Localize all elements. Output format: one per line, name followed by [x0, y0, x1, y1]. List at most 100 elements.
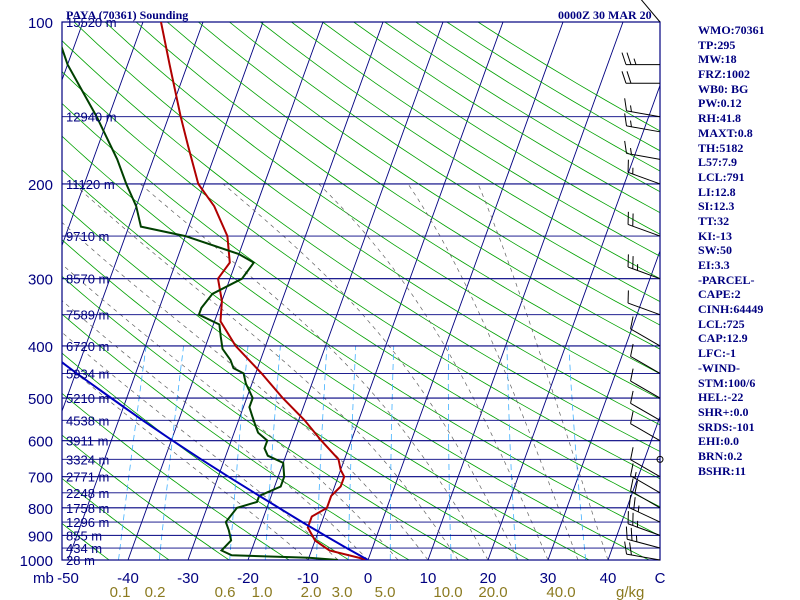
wind-barb: [640, 0, 661, 23]
index-item: KI:-13: [698, 228, 732, 243]
pressure-tick-label: 900: [28, 528, 53, 545]
index-item: -PARCEL-: [698, 272, 755, 287]
mixing-ratio-tick-label: 3.0: [332, 584, 353, 600]
temperature-tick-label: 10: [420, 570, 437, 587]
index-item: CINH:64449: [698, 302, 764, 317]
mixing-ratio-tick-label: 1.0: [252, 584, 273, 600]
isotherm-line: [427, 22, 624, 560]
wind-barb-staff: [627, 223, 661, 237]
parcel-profile-line: [62, 361, 369, 560]
wind-barb: [630, 411, 661, 442]
wind-barb-staff: [630, 423, 661, 442]
dry-adiabat-line: [104, 22, 660, 400]
wind-barb-half-flag: [630, 105, 632, 112]
pressure-tick-label: 500: [28, 391, 53, 408]
index-item: SRDS:-101: [698, 419, 755, 434]
wind-barb-staff: [628, 507, 661, 523]
wind-barb: [627, 254, 661, 280]
pressure-tick-label: 400: [28, 339, 53, 356]
wind-barb: [627, 290, 661, 316]
index-item: LCL:791: [698, 169, 745, 184]
pressure-tick-label: 800: [28, 501, 53, 518]
wind-barb: [630, 316, 661, 347]
height-label: 15520 m: [66, 15, 117, 30]
pressure-tick-label: 300: [28, 272, 53, 289]
temperature-tick-label: 0: [364, 570, 372, 587]
index-item: TH:5182: [698, 140, 744, 155]
height-label: 2771 m: [66, 470, 109, 485]
wind-barb-staff: [630, 380, 661, 399]
height-label: 434 m: [66, 541, 102, 556]
isotherm-line: [247, 22, 444, 560]
index-item: RH:41.8: [698, 111, 741, 126]
moist-adiabat-line: [73, 183, 459, 560]
pressure-tick-label: 100: [28, 15, 53, 32]
mixing-ratio-tick-label: 5.0: [375, 584, 396, 600]
index-item: CAP:12.9: [698, 331, 748, 346]
wind-barb-flag: [621, 52, 627, 65]
moist-adiabat-line: [140, 183, 489, 560]
mixing-ratio-line: [158, 345, 184, 560]
wind-barb-flag: [630, 527, 633, 541]
wind-barb-half-flag: [630, 147, 632, 155]
index-item: BRN:0.2: [698, 448, 743, 463]
wind-barb-half-flag: [634, 471, 637, 479]
dry-adiabat-line: [62, 40, 660, 452]
wind-barb: [630, 447, 661, 478]
index-item: CAPE:2: [698, 287, 741, 302]
pressure-tick-label: 200: [28, 177, 53, 194]
mixing-ratio-tick-label: 0.2: [145, 584, 166, 600]
moist-adiabat-line: [222, 183, 519, 560]
pressure-unit-label: mb: [33, 570, 54, 587]
mixing-ratio-line: [118, 345, 147, 560]
temperature-tick-label: 20: [480, 570, 497, 587]
index-item: WMO:70361: [698, 23, 765, 37]
index-item: TP:295: [698, 37, 736, 52]
index-item: LCL:725: [698, 316, 745, 331]
index-item: HEL:-22: [698, 390, 744, 405]
wind-barb-staff: [630, 490, 661, 509]
moist-adiabat-line: [407, 183, 579, 560]
wind-barb: [621, 71, 660, 84]
wind-barb-flag: [624, 113, 628, 126]
mixing-ratio-tick-label: 2.0: [301, 584, 322, 600]
temperature-tick-label: -40: [117, 570, 139, 587]
wind-barb: [630, 478, 661, 509]
wind-barbs: [621, 0, 664, 561]
wind-barb-staff: [627, 538, 661, 549]
wind-barb-flag: [624, 98, 628, 111]
height-label: 4538 m: [66, 413, 109, 428]
height-label: 6720 m: [66, 339, 109, 354]
wind-barb-staff: [627, 171, 661, 185]
height-label: 3324 m: [66, 452, 109, 467]
mixing-ratio-line: [389, 345, 395, 560]
isotherm-line: [187, 22, 384, 560]
wind-barb-staff: [626, 110, 661, 118]
wind-barb-flag: [630, 316, 634, 330]
wind-barb-flag: [634, 480, 638, 494]
isotherm-line: [62, 22, 204, 413]
isotherms: [62, 22, 660, 560]
sounding-time: 0000Z 30 MAR 20: [558, 8, 652, 22]
index-item: -WIND-: [698, 360, 740, 375]
mixing-ratio-line: [316, 345, 328, 560]
index-item: TT:32: [698, 213, 730, 228]
index-item: STM:100/6: [698, 375, 756, 390]
dry-adiabat-line: [62, 313, 410, 560]
wind-barb-flag: [630, 447, 634, 460]
wind-barb-staff: [630, 402, 661, 421]
mixing-ratio-tick-label: 40.0: [546, 584, 575, 600]
wind-barb-flag: [626, 52, 632, 65]
index-item: SHR+:0.0: [698, 404, 749, 419]
wind-barb-flag: [628, 495, 632, 508]
wind-barb-staff: [626, 152, 661, 160]
height-label: 855 m: [66, 528, 102, 543]
height-label: 1758 m: [66, 501, 109, 516]
isotherm-line: [62, 22, 144, 247]
index-item: MAXT:0.8: [698, 125, 753, 140]
index-item: FRZ:1002: [698, 67, 750, 82]
index-item: SI:12.3: [698, 199, 735, 214]
wind-barb: [621, 52, 660, 66]
wind-barb-staff: [627, 266, 661, 280]
